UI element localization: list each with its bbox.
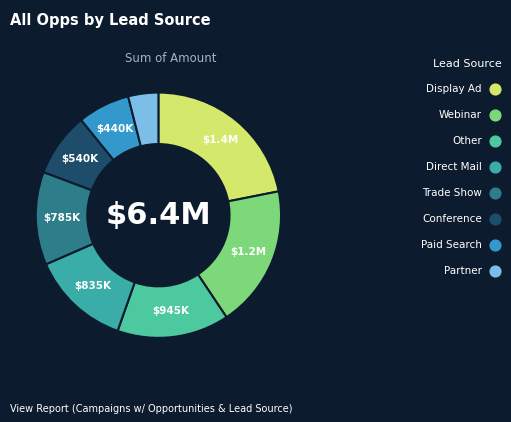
Text: $1.4M: $1.4M [202, 135, 238, 145]
Text: $1.2M: $1.2M [230, 247, 266, 257]
Text: $835K: $835K [74, 281, 111, 291]
Text: Lead Source: Lead Source [432, 59, 501, 69]
Text: Trade Show: Trade Show [422, 188, 482, 198]
Text: $540K: $540K [61, 154, 98, 164]
Wedge shape [46, 243, 135, 331]
Wedge shape [36, 172, 93, 264]
Text: $785K: $785K [43, 213, 80, 223]
Text: $440K: $440K [96, 124, 133, 134]
Text: Display Ad: Display Ad [426, 84, 482, 94]
Wedge shape [81, 96, 141, 160]
Text: $6.4M: $6.4M [106, 201, 211, 230]
Text: Sum of Amount: Sum of Amount [125, 52, 217, 65]
Text: Paid Search: Paid Search [421, 240, 482, 250]
Text: Partner: Partner [444, 266, 482, 276]
Wedge shape [128, 92, 158, 146]
Text: View Report (Campaigns w/ Opportunities & Lead Source): View Report (Campaigns w/ Opportunities … [10, 403, 293, 414]
Wedge shape [198, 191, 281, 317]
Text: $945K: $945K [152, 306, 189, 316]
Wedge shape [158, 92, 278, 201]
Text: Other: Other [452, 136, 482, 146]
Text: Conference: Conference [422, 214, 482, 224]
Wedge shape [43, 120, 113, 190]
Text: Direct Mail: Direct Mail [426, 162, 482, 172]
Text: All Opps by Lead Source: All Opps by Lead Source [10, 13, 211, 28]
Wedge shape [118, 274, 226, 338]
Text: Webinar: Webinar [439, 110, 482, 120]
